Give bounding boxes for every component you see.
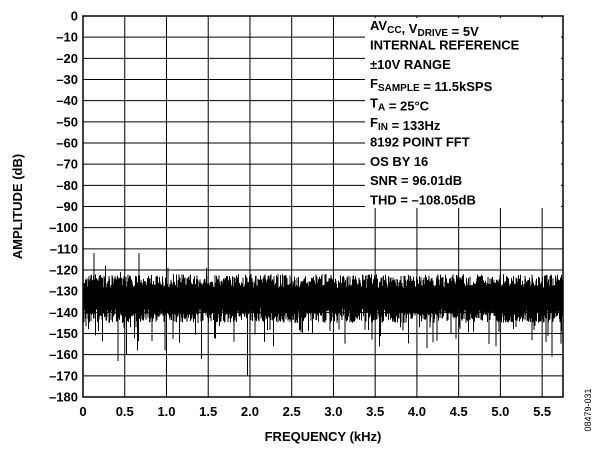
annotation-line: SNR = 96.01dB <box>370 173 462 188</box>
annotation-text: AV <box>370 18 387 33</box>
figure-id: 08479-031 <box>583 388 593 431</box>
y-tick-labels: 0 –10 –20 –30 –40 –50 –60 –70 –80 –90 –100 –110 –120… <box>49 9 78 405</box>
annotation-text: F <box>370 76 378 91</box>
annotation-line: INTERNAL REFERENCE <box>370 37 520 52</box>
y-tick-label: –10 <box>56 30 78 45</box>
x-axis-label: FREQUENCY (kHz) <box>265 429 382 444</box>
y-tick-label: 0 <box>71 9 78 24</box>
x-tick-label: 0 <box>79 404 86 419</box>
x-tick-label: 5.5 <box>533 404 551 419</box>
annotation-line: OS BY 16 <box>370 154 428 169</box>
y-tick-label: –110 <box>50 241 78 256</box>
y-tick-label: –150 <box>49 326 78 341</box>
annotation-text: SNR = 96.01dB <box>370 173 462 188</box>
annotation-subscript: A <box>378 103 385 114</box>
annotation-text: INTERNAL REFERENCE <box>370 37 520 52</box>
y-tick-label: –180 <box>49 390 78 405</box>
x-tick-label: 3.0 <box>324 404 342 419</box>
y-tick-label: –60 <box>56 136 78 151</box>
y-tick-label: –80 <box>56 178 78 193</box>
annotation-line: ±10V RANGE <box>370 57 451 72</box>
x-tick-label: 4.5 <box>450 404 468 419</box>
annotation-text: ±10V RANGE <box>370 57 451 72</box>
x-tick-label: 0.5 <box>116 404 134 419</box>
annotation-line: FIN = 133Hz <box>370 115 441 133</box>
y-tick-label: –130 <box>49 284 78 299</box>
y-tick-label: –120 <box>49 263 78 278</box>
y-tick-label: –40 <box>56 93 78 108</box>
x-tick-labels: 0 0.5 1.0 1.5 2.0 2.5 3.0 3.5 4.0 4.5 5.0 5.5 <box>79 404 551 419</box>
annotation-text: T <box>370 96 378 111</box>
annotation-line: THD = –108.05dB <box>370 193 476 208</box>
x-tick-label: 2.0 <box>241 404 259 419</box>
y-tick-label: –170 <box>49 368 78 383</box>
x-tick-label: 2.5 <box>283 404 301 419</box>
y-tick-label: –70 <box>56 157 78 172</box>
annotation-subscript: DRIVE <box>417 28 448 39</box>
x-tick-label: 4.0 <box>408 404 426 419</box>
annotation-text: F <box>370 115 378 130</box>
annotation-subscript: CC <box>387 25 401 36</box>
x-tick-label: 5.0 <box>491 404 509 419</box>
annotation-line: 8192 POINT FFT <box>370 134 470 149</box>
y-tick-label: –20 <box>56 51 78 66</box>
y-tick-label: –100 <box>49 220 78 235</box>
x-tick-label: 1.0 <box>157 404 175 419</box>
plot-frame <box>82 15 564 398</box>
annotation-text: 8192 POINT FFT <box>370 134 470 149</box>
annotation-text: = 133Hz <box>388 118 441 133</box>
x-tick-label: 3.5 <box>366 404 384 419</box>
annotation-text: = 11.5kSPS <box>420 79 493 94</box>
plot-border <box>82 15 564 398</box>
annotation-text: = 5V <box>448 24 479 39</box>
x-tick-label: 1.5 <box>199 404 217 419</box>
annotation-subscript: IN <box>378 122 388 133</box>
y-tick-label: –30 <box>56 72 78 87</box>
annotation-line: FSAMPLE = 11.5kSPS <box>370 76 493 94</box>
annotation-line: AVCC, VDRIVE = 5V <box>370 18 479 39</box>
annotation-text: OS BY 16 <box>370 154 428 169</box>
annotation-text: = 25°C <box>385 99 429 114</box>
y-tick-label: –50 <box>56 114 78 129</box>
y-tick-label: –160 <box>49 347 78 362</box>
y-tick-label: –140 <box>49 305 78 320</box>
annotation-text: , V <box>402 21 418 36</box>
y-axis-label: AMPLITUDE (dB) <box>10 154 25 259</box>
annotation-line: TA = 25°C <box>370 96 430 114</box>
annotation-background <box>365 18 561 208</box>
y-tick-label: –90 <box>56 199 78 214</box>
annotation-subscript: SAMPLE <box>378 83 420 94</box>
annotation-text: THD = –108.05dB <box>370 193 476 208</box>
